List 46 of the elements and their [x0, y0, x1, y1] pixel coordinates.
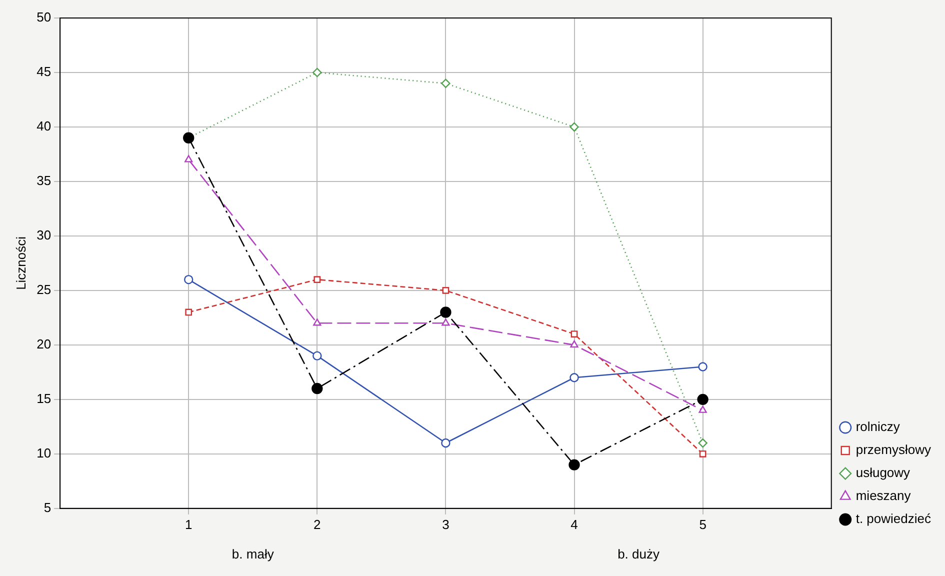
y-tick-label: 45: [36, 64, 52, 80]
point: [697, 394, 708, 406]
y-tick-label: 5: [44, 500, 52, 515]
point: [442, 318, 450, 326]
x-tick-label: 1: [184, 516, 192, 532]
point: [570, 122, 579, 132]
y-tick-label: 40: [36, 118, 52, 134]
point: [184, 155, 193, 162]
point: [312, 351, 322, 360]
y-tick-label: 10: [36, 445, 52, 460]
point: [314, 276, 321, 283]
point: [570, 340, 578, 348]
text: b. duży: [618, 546, 660, 562]
point: [698, 406, 707, 413]
point: [185, 308, 192, 316]
y-tick-label: 15: [36, 391, 52, 406]
legend-label: przemysłowy: [856, 442, 932, 458]
point: [699, 450, 706, 458]
y-tick-label: 35: [36, 173, 52, 188]
point: [441, 438, 450, 448]
point: [442, 287, 450, 294]
text: b. mały: [232, 546, 274, 562]
legend-label: t. powiedzieć: [856, 511, 932, 526]
point: [184, 274, 194, 284]
point: [568, 459, 580, 470]
point: [570, 373, 579, 382]
point: [698, 362, 708, 372]
y-tick-label: 20: [36, 336, 52, 352]
x-tick-label: 2: [314, 516, 321, 532]
legend-label: rolniczy: [856, 419, 900, 434]
legend-label: mieszany: [856, 488, 912, 504]
x-tick-label: 5: [699, 516, 706, 532]
y-tick-label: 50: [36, 10, 52, 25]
point: [440, 306, 452, 318]
x-tick-label: 4: [570, 516, 578, 532]
point: [570, 330, 578, 338]
point: [313, 318, 322, 326]
y-tick-label: 25: [36, 282, 52, 298]
y-axis-title: Liczności: [13, 236, 28, 290]
x-tick-label: 3: [442, 516, 450, 532]
legend-label: usługowy: [856, 465, 911, 480]
point: [698, 438, 708, 448]
y-tick-label: 30: [36, 228, 52, 243]
point: [312, 382, 323, 394]
point: [441, 78, 450, 88]
point: [312, 68, 322, 78]
